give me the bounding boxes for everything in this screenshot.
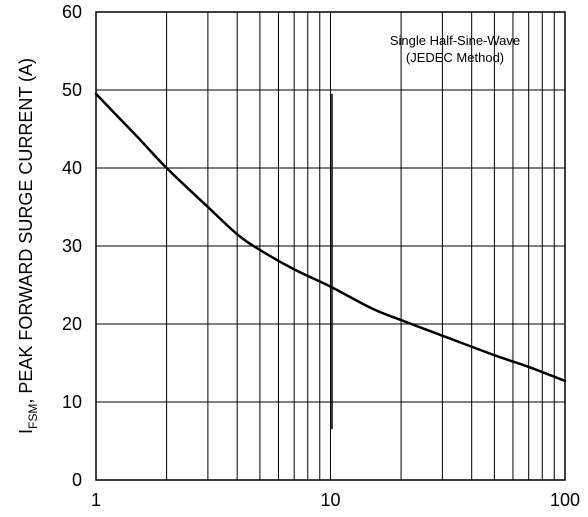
- curve-layer: [94, 92, 567, 383]
- y-tick-label: 20: [62, 314, 82, 334]
- x-tick-label: 1: [91, 490, 101, 510]
- y-axis-label-text: , PEAK FORWARD SURGE CURRENT (A): [16, 58, 36, 404]
- y-tick-label: 0: [72, 470, 82, 490]
- x-tick-label: 100: [550, 490, 580, 510]
- y-tick-label: 10: [62, 392, 82, 412]
- y-axis-label-subscript: FSM: [26, 404, 40, 429]
- x-tick-labels: 1 10 100: [91, 490, 580, 510]
- y-axis-label-symbol: I: [16, 429, 36, 434]
- y-axis-label: IFSM, PEAK FORWARD SURGE CURRENT (A): [16, 58, 40, 434]
- annotation-line-2: (JEDEC Method): [406, 50, 504, 65]
- y-tick-label: 40: [62, 158, 82, 178]
- y-tick-label: 50: [62, 80, 82, 100]
- y-tick-labels: 0 10 20 30 40 50 60: [62, 2, 82, 490]
- y-tick-label: 30: [62, 236, 82, 256]
- x-tick-label: 10: [320, 490, 340, 510]
- plot-frame: [95, 11, 566, 481]
- grid-lines: [96, 11, 565, 481]
- series-line: [94, 92, 567, 383]
- annotation-line-1: Single Half-Sine-Wave: [390, 33, 520, 48]
- y-tick-label: 60: [62, 2, 82, 22]
